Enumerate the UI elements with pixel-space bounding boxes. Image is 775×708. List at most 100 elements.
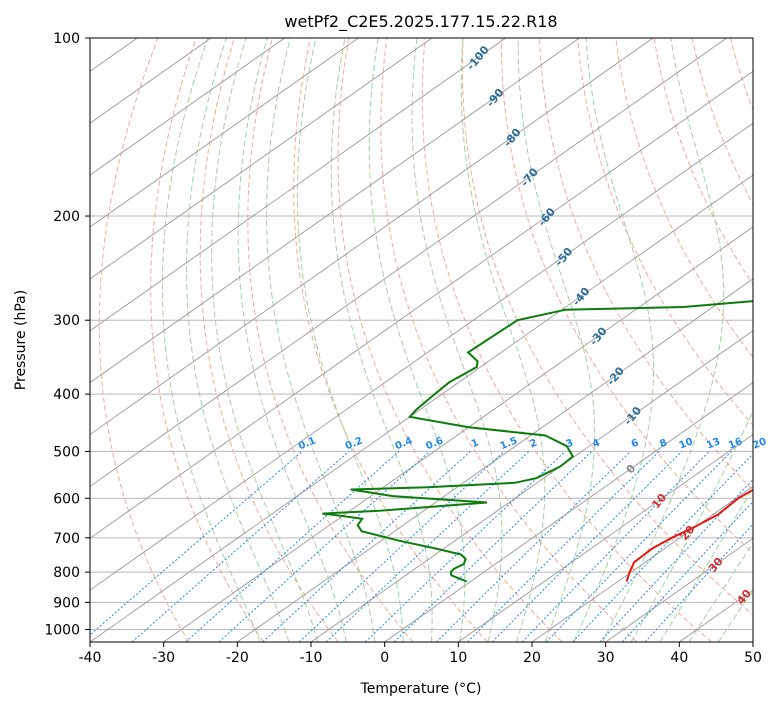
x-axis-label: Temperature (°C) xyxy=(360,681,482,697)
isotherm-line xyxy=(90,38,506,332)
isotherm-line xyxy=(237,278,753,642)
isotherm-line xyxy=(90,174,753,642)
isotherm-line xyxy=(384,382,753,642)
mixing-ratio-label: 6 xyxy=(630,437,641,450)
moist-adiabat-line xyxy=(411,38,503,642)
mixing-ratio-label: 4 xyxy=(591,437,602,450)
moist-adiabat-line xyxy=(630,410,753,642)
mixing-ratio-line xyxy=(521,451,710,642)
mixing-ratio-line xyxy=(436,451,631,642)
x-axis: -40 -30 -20 -10 0 10 20 30 40 50 xyxy=(79,642,762,666)
y-tick-label: 400 xyxy=(53,387,80,403)
saturation-curves xyxy=(0,38,66,642)
isotherm-line xyxy=(752,641,753,642)
moist-adiabat-line xyxy=(688,542,753,642)
y-tick-label: 900 xyxy=(53,595,80,611)
dewpoint-line xyxy=(322,300,753,583)
x-tick-label: 40 xyxy=(670,650,688,666)
dry-adiabat-line xyxy=(461,38,753,616)
moist-adiabat-line xyxy=(517,38,596,642)
mixing-ratio-line xyxy=(393,451,593,642)
isotherm-line xyxy=(90,38,433,280)
mixing-ratio-line xyxy=(90,451,303,636)
saturation-curve xyxy=(0,38,66,642)
isotherm-line xyxy=(90,38,654,436)
mixing-ratio-lines xyxy=(90,451,753,642)
x-tick-label: -10 xyxy=(300,650,323,666)
pressure-gridlines xyxy=(90,38,753,630)
isotherm-line xyxy=(531,485,753,642)
isotherm-line xyxy=(90,70,753,539)
y-axis-label: Pressure (hPa) xyxy=(13,290,29,390)
isotherm-line xyxy=(90,38,359,228)
x-tick-label: 50 xyxy=(744,650,762,666)
moist-adiabat-line xyxy=(368,38,466,642)
moist-adiabat-line xyxy=(186,38,290,642)
mixing-ratio-line xyxy=(262,451,471,642)
x-tick-label: 30 xyxy=(597,650,615,666)
isotherm-line xyxy=(458,433,753,642)
mixing-ratio-line xyxy=(298,451,505,642)
dry-adiabat-line xyxy=(380,38,638,642)
isotherm-line xyxy=(90,38,727,487)
y-tick-label: 600 xyxy=(53,491,80,507)
moist-adiabat-line xyxy=(601,38,725,642)
moist-adiabat-line xyxy=(266,38,376,642)
isotherms xyxy=(0,38,753,642)
isotherm-line xyxy=(310,330,753,642)
y-tick-label: 100 xyxy=(53,31,80,47)
mixing-ratio-label: 3 xyxy=(564,437,575,450)
mixing-ratio-label: 2 xyxy=(528,437,539,450)
moist-adiabat-line xyxy=(717,589,753,642)
y-tick-label: 200 xyxy=(53,209,80,225)
moist-adiabat-line xyxy=(659,486,753,642)
mixing-ratio-label: 1 xyxy=(470,437,481,450)
dry-adiabat-line xyxy=(150,38,264,642)
sounding-series xyxy=(322,300,753,583)
x-tick-label: 0 xyxy=(380,650,389,666)
moist-adiabat-line xyxy=(161,38,261,642)
mixing-ratio-line xyxy=(572,453,753,642)
moist-adiabat-line xyxy=(460,38,546,642)
mixing-ratio-line xyxy=(467,451,660,642)
x-tick-label: -20 xyxy=(226,650,249,666)
dry-adiabat-line xyxy=(577,38,753,426)
mixing-ratio-label: 16 xyxy=(727,436,744,451)
y-tick-label: 500 xyxy=(53,444,80,460)
mixing-ratio-line xyxy=(325,451,530,642)
x-tick-label: 20 xyxy=(523,650,541,666)
y-tick-label: 700 xyxy=(53,531,80,547)
mixing-ratio-label: 13 xyxy=(705,436,722,451)
mixing-ratio-line xyxy=(644,523,753,642)
isotherm-line xyxy=(0,38,64,642)
dry-adiabat-line xyxy=(768,38,775,642)
y-tick-label: 300 xyxy=(53,313,80,329)
mixing-ratio-line xyxy=(491,451,683,642)
dry-adiabat-line xyxy=(421,38,713,642)
chart-title: wetPf2_C2E5.2025.177.15.22.R18 xyxy=(284,12,557,32)
dry-adiabat-line xyxy=(98,38,190,642)
mixing-ratio-label: 8 xyxy=(658,437,669,450)
moist-adiabat-line xyxy=(237,38,347,642)
isotherm-line xyxy=(605,537,753,642)
mixing-ratio-label: 10 xyxy=(678,436,695,451)
plot-frame xyxy=(89,37,754,643)
mixing-ratio-label: 20 xyxy=(751,436,768,451)
mixing-ratio-line xyxy=(364,451,566,642)
y-tick-label: 1000 xyxy=(44,622,80,638)
temperature-line xyxy=(625,488,753,582)
dry-adiabat-line xyxy=(615,38,753,358)
x-tick-label: 10 xyxy=(449,650,467,666)
y-tick-label: 800 xyxy=(53,565,80,581)
dry-adiabat-line xyxy=(293,38,488,642)
isotherm-line xyxy=(90,38,580,384)
isotherm-line xyxy=(90,122,753,591)
isotherm-line xyxy=(163,226,753,642)
mixing-ratio-line xyxy=(185,451,400,642)
dry-adiabat-line xyxy=(500,38,753,554)
y-axis: 100 200 300 400 500 600 700 800 900 1000 xyxy=(44,31,90,638)
mixing-ratio-line xyxy=(131,451,350,642)
x-tick-label: -40 xyxy=(79,650,102,666)
isotherm-line xyxy=(90,38,285,176)
mixing-ratio-line xyxy=(545,451,732,642)
